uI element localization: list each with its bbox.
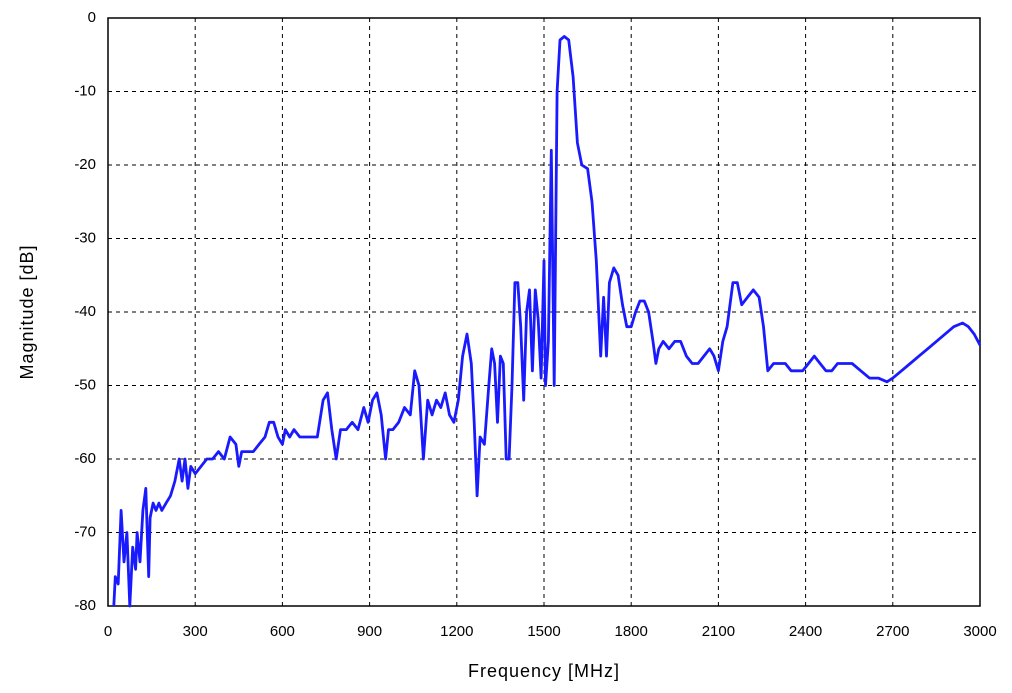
plot-border [107, 17, 981, 607]
x-tick-label: 900 [357, 623, 382, 640]
y-tick-label: -20 [74, 156, 96, 173]
x-tick-label: 3000 [963, 623, 996, 640]
x-tick-label: 600 [270, 623, 295, 640]
y-tick-label: -80 [74, 597, 96, 614]
x-tick-label: 1500 [527, 623, 560, 640]
x-tick-label: 0 [104, 623, 112, 640]
y-tick-label: -40 [74, 303, 96, 320]
x-axis-label: Frequency [MHz] [468, 661, 620, 681]
y-tick-label: -50 [74, 376, 96, 393]
line [112, 35, 982, 608]
x-tick-label: 2400 [789, 623, 822, 640]
y-tick-label: -60 [74, 450, 96, 467]
y-tick-label: -70 [74, 523, 96, 540]
x-tick-label: 2700 [876, 623, 909, 640]
x-tick-label: 1800 [615, 623, 648, 640]
x-tick-label: 1200 [440, 623, 473, 640]
x-tick-label: 300 [183, 623, 208, 640]
x-tick-label: 2100 [702, 623, 735, 640]
y-axis-label: Magnitude [dB] [17, 244, 37, 379]
y-tick-label: -10 [74, 82, 96, 99]
y-tick-label: -30 [74, 229, 96, 246]
y-tick-label: 0 [88, 9, 96, 26]
